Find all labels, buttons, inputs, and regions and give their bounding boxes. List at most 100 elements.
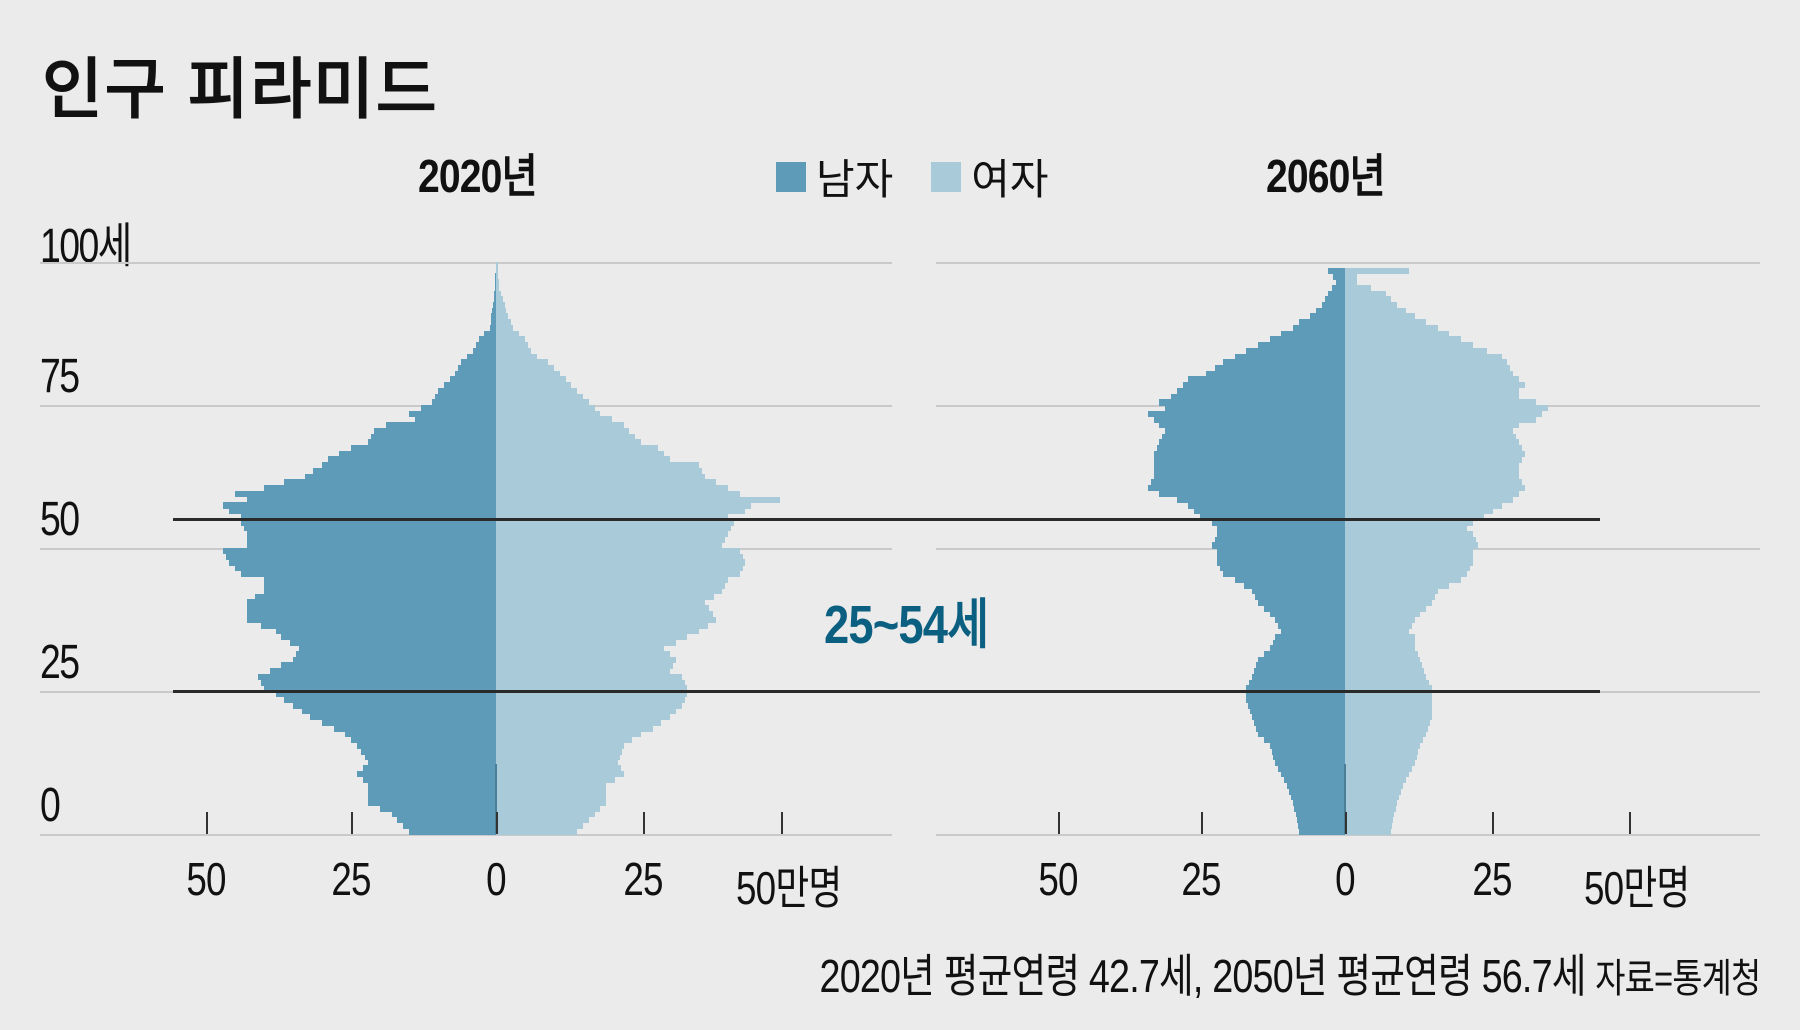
bar-female <box>496 439 641 446</box>
bar-male <box>368 759 496 766</box>
bar-male <box>1211 542 1345 549</box>
bar-male <box>313 467 496 475</box>
highlight-boundary-line <box>173 690 1600 693</box>
bar-male <box>327 456 496 463</box>
bar-female <box>496 324 514 332</box>
x-tick-2020-right-50: 50만명 <box>736 862 842 914</box>
bar-female <box>496 799 607 806</box>
bar-male <box>264 582 496 589</box>
bar-male <box>1275 759 1345 766</box>
bar-male <box>356 771 496 778</box>
bar-male <box>1287 782 1345 789</box>
bar-female <box>1345 433 1517 440</box>
bar-female <box>496 748 622 755</box>
bar-female <box>1345 656 1421 663</box>
bar-male <box>458 364 496 372</box>
bar-male <box>494 290 496 297</box>
bar-female <box>1345 753 1417 761</box>
bar-male <box>240 513 496 520</box>
bar-female <box>1345 267 1409 275</box>
bar-male <box>1248 702 1345 709</box>
bar-female <box>1345 828 1392 835</box>
bar-male <box>1252 673 1345 681</box>
bar-female <box>1345 359 1508 366</box>
bar-male <box>240 570 496 578</box>
bar-male <box>1153 456 1345 463</box>
bar-male <box>495 279 496 286</box>
bar-male <box>368 793 496 801</box>
bar-female <box>496 696 685 704</box>
x-tick-mark <box>1492 812 1494 834</box>
bar-female <box>1345 570 1467 578</box>
bar-female <box>496 399 589 406</box>
bar-female <box>1345 548 1473 555</box>
bar-male <box>420 405 496 412</box>
bar-male <box>1153 473 1345 480</box>
bar-female <box>496 548 740 555</box>
bar-female <box>1345 422 1519 429</box>
bar-male <box>284 479 496 486</box>
bar-female <box>1345 405 1548 412</box>
bar-male <box>333 725 496 732</box>
bar-male <box>484 330 496 337</box>
bar-male <box>461 359 496 366</box>
bar-male <box>304 473 496 480</box>
bar-male <box>1200 513 1345 520</box>
bar-female <box>1345 736 1424 744</box>
bar-male <box>1275 616 1345 623</box>
bar-female <box>1345 759 1415 766</box>
bar-male <box>240 519 496 526</box>
bar-female <box>1345 324 1438 332</box>
male-swatch-icon <box>776 161 806 192</box>
bar-female <box>1345 313 1415 320</box>
bar-male <box>362 776 496 784</box>
center-axis <box>1344 764 1346 834</box>
bar-female <box>1345 290 1386 297</box>
bar-male <box>1217 553 1345 561</box>
bar-male <box>1188 376 1345 383</box>
bar-female <box>1345 456 1522 463</box>
bar-male <box>246 530 496 538</box>
bar-male <box>1269 610 1345 618</box>
x-tick-mark <box>351 812 353 834</box>
bar-male <box>495 273 496 280</box>
bar-male <box>1159 439 1345 446</box>
bar-female <box>1345 525 1467 532</box>
bar-female <box>1345 445 1522 452</box>
bar-female <box>496 622 708 629</box>
bar-female <box>1345 330 1450 337</box>
bar-female <box>496 811 595 818</box>
legend-label-female: 여자 <box>971 156 1049 203</box>
bar-male <box>435 393 496 400</box>
bar-male <box>1269 742 1345 749</box>
bar-female <box>496 456 670 463</box>
bar-male <box>339 450 496 458</box>
bar-female <box>496 725 653 732</box>
bar-male <box>1223 359 1345 366</box>
bar-female <box>1345 513 1485 520</box>
bar-female <box>1345 279 1357 286</box>
bar-male <box>403 822 496 829</box>
bar-female <box>1345 622 1412 629</box>
bar-female <box>496 502 752 509</box>
bar-female <box>1345 725 1429 732</box>
bar-male <box>1327 267 1345 275</box>
bar-male <box>1272 639 1345 646</box>
bar-female <box>496 645 665 652</box>
bar-female <box>1345 565 1470 572</box>
bar-male <box>1269 645 1345 652</box>
bar-male <box>246 542 496 549</box>
bar-male <box>1258 656 1345 663</box>
bar-female <box>1345 691 1432 698</box>
bar-male <box>264 685 496 692</box>
bar-male <box>356 742 496 749</box>
x-tick-mark <box>496 812 498 834</box>
bar-female <box>496 364 554 372</box>
bar-male <box>1243 582 1345 589</box>
bar-female <box>1345 673 1427 681</box>
bar-male <box>281 662 496 669</box>
bar-female <box>1345 530 1473 538</box>
bar-female <box>496 393 583 400</box>
bar-female <box>496 542 723 549</box>
x-tick-mark <box>1629 812 1631 834</box>
